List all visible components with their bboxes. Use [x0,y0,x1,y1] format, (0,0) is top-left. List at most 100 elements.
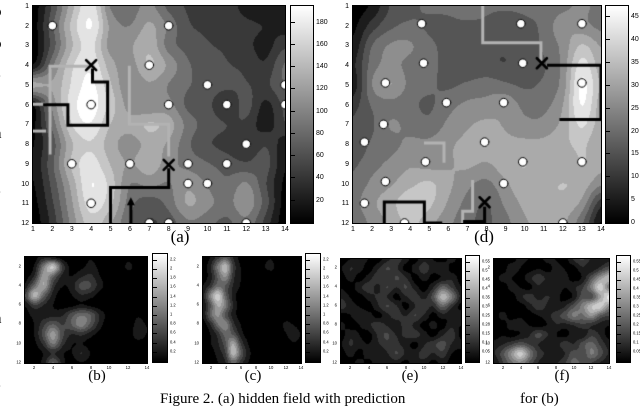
x-tick-label: 14 [281,226,289,233]
colorbar-d: 45 40 35 30 25 20 15 10 5 0 [605,5,639,226]
x-tick-label: 14 [597,226,605,233]
y-tick-label: 2 [196,264,199,269]
x-tick-label: 2 [349,366,352,371]
colorbar-tick-label: 1.8 [323,276,329,281]
colorbar-tick-label: 0.4 [482,287,488,292]
x-tick-label: 14 [606,366,612,371]
clipped-text-char: n [0,312,2,327]
colorbar-tick-label: 0.8 [170,322,176,327]
colorbar-tick-mark [291,43,295,45]
x-tick-label: 10 [107,366,112,371]
y-tick-label: 7 [25,121,29,129]
x-tick-label: 10 [571,366,576,371]
y-tick-label: 4 [18,283,21,289]
colorbar-tick-mark [153,287,157,289]
x-tick-label: 3 [389,226,394,233]
colorbar-tick-label: 45 [631,13,639,21]
colorbar-tick-mark [153,269,157,271]
colorbar-gradient [305,253,321,363]
colorbar-tick-mark [617,280,621,282]
colorbar-tick-label: 1.2 [323,303,329,308]
plot-e-heatmap-canvas [340,258,462,364]
colorbar-tick-mark [291,155,295,157]
x-tick-label: 12 [440,366,445,371]
y-tick-label: 10 [332,341,337,347]
plot-e: 2 4 6 8 10 12 14 2 4 6 8 10 12 [332,258,463,370]
x-tick-label: 1 [351,226,355,233]
colorbar-tick-label: 1 [170,312,173,318]
x-tick-label: 14 [458,366,464,371]
colorbar-tick-mark [606,84,610,86]
colorbar-tick-label: 60 [316,152,324,160]
x-tick-label: 14 [144,366,150,371]
y-tick-label: 11 [21,200,29,208]
y-tick-label: 8 [487,323,490,328]
colorbar-tick-label: 15 [631,150,639,158]
y-tick-label: 2 [345,22,349,30]
x-tick-label: 9 [503,226,508,233]
colorbar-tick-label: 0.1 [482,340,488,346]
colorbar-tick-label: 20 [316,196,324,204]
colorbar-tick-label: 2.2 [323,257,329,262]
colorbar-tick-label: 1.4 [170,294,176,299]
x-tick-label: 11 [540,226,548,233]
y-tick-label: 5 [345,81,349,89]
subplot-label-a: (a) [170,227,190,246]
clipped-text-char: e [0,185,1,200]
plot-d: 1 2 3 4 5 6 7 8 9 10 11 12 13 14 1 2 3 4 5 6 7 8 9 10 11 12 [341,3,605,233]
subplot-label-b: (b) [88,368,106,384]
plot-d-heatmap-canvas [352,5,602,224]
x-tick-label: 10 [203,226,212,233]
x-tick-label: 8 [166,226,171,233]
y-tick-label: 12 [341,220,349,227]
x-tick-label: 12 [125,366,131,371]
colorbar-tick-mark [153,259,157,261]
x-tick-label: 4 [89,226,94,233]
y-tick-label: 12 [16,360,21,366]
colorbar-tick-label: 0.6 [323,331,329,336]
colorbar-tick-label: 25 [631,104,639,112]
x-tick-label: 10 [268,366,274,371]
clipped-text-char: n [0,127,2,142]
colorbar-tick-mark [306,351,310,353]
colorbar-tick-label: 0.3 [482,305,488,310]
plot-c: 2 4 6 8 10 12 14 2 4 6 8 10 12 [194,256,303,370]
colorbar-tick-mark [306,269,310,271]
y-tick-label: 4 [345,62,349,70]
colorbar-tick-mark [466,289,470,291]
colorbar-tick-label: 0 [631,219,635,226]
colorbar-tick-label: 0.35 [482,296,490,301]
x-tick-label: 2 [50,226,55,233]
colorbar-tick-label: 1.8 [170,276,176,281]
y-tick-label: 6 [196,303,199,308]
colorbar-tick-mark [306,278,310,280]
colorbar-tick-mark [153,278,157,280]
subplot-label-e: (e) [401,368,419,384]
colorbar-tick-label: 1.6 [323,285,329,290]
y-tick-label: 6 [334,304,337,309]
y-tick-label: 8 [345,141,349,149]
y-tick-label: 6 [18,303,21,308]
colorbar-gradient [605,5,629,224]
y-tick-label: 9 [25,160,29,168]
x-tick-label: 9 [186,226,191,233]
colorbar-tick-label: 35 [631,59,639,67]
x-tick-label: 4 [224,366,227,371]
x-tick-label: 11 [223,226,231,233]
x-tick-label: 2 [209,366,212,371]
x-tick-label: 8 [484,226,489,233]
colorbar-tick-label: 100 [316,107,328,115]
y-tick-label: 4 [25,62,29,70]
colorbar-tick-label: 160 [316,40,328,48]
figure-caption-suffix: for (b) [520,391,559,407]
colorbar-c: 2.2 2 1.8 1.6 1.4 1.2 1 0.8 0.6 0.4 0.2 [305,253,329,363]
colorbar-tick-mark [466,334,470,336]
colorbar-tick-label: 0.4 [170,340,176,345]
colorbar-tick-mark [606,130,610,132]
colorbar-tick-mark [466,325,470,327]
colorbar-tick-label: 180 [316,18,328,26]
colorbar-tick-label: 0.45 [482,278,490,283]
colorbar-tick-mark [617,316,621,318]
colorbar-tick-label: 0.5 [482,269,488,274]
